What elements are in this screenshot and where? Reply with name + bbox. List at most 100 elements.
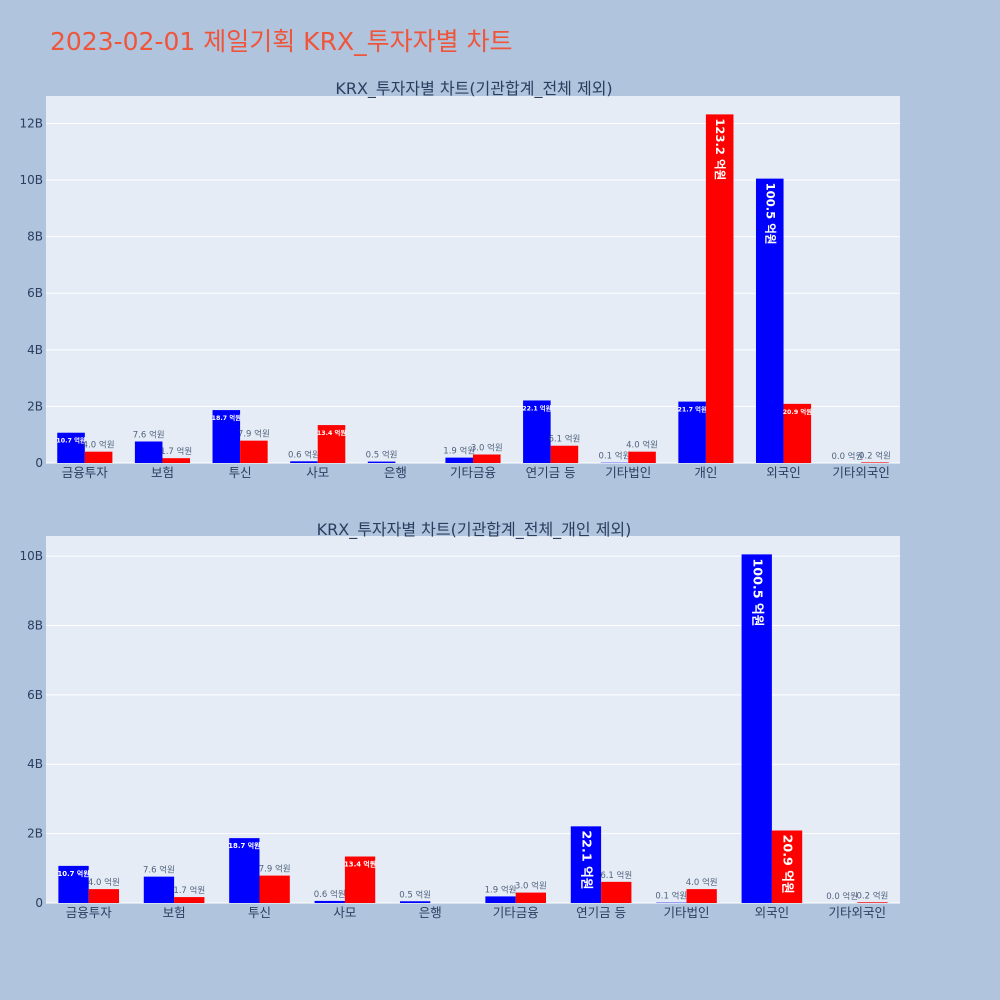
bar-buy	[523, 400, 551, 463]
bar-value-label: 3.0 억원	[471, 443, 503, 454]
bar-buy	[143, 876, 175, 903]
bar-sell	[686, 889, 717, 903]
y-tick-label: 10B	[19, 549, 43, 563]
y-tick-label: 10B	[19, 173, 43, 187]
bar-value-label: 100.5 억원	[749, 558, 764, 626]
y-tick-label: 6B	[27, 286, 43, 300]
bar-buy	[678, 401, 706, 463]
bar-value-label: 22.1 억원	[522, 403, 551, 412]
bar-sell	[317, 425, 346, 463]
bar-buy	[755, 178, 784, 463]
bar-sell	[550, 445, 579, 463]
bar-value-label: 1.9 억원	[485, 884, 517, 895]
x-tick-label: 외국인	[755, 905, 790, 920]
bar-value-label: 0.5 억원	[366, 450, 398, 461]
bar-value-label: 7.6 억원	[133, 429, 165, 440]
x-tick-label: 투신	[248, 905, 271, 920]
bar-value-label: 20.9 억원	[783, 407, 812, 416]
bar-buy	[134, 441, 163, 463]
x-tick-label: 연기금 등	[526, 465, 576, 480]
bar-value-label: 3.0 억원	[515, 881, 547, 892]
y-tick-label: 0	[35, 456, 43, 470]
bar-sell	[162, 458, 191, 463]
bar-value-label: 10.7 억원	[56, 436, 85, 445]
bar-sell	[240, 440, 268, 463]
y-tick-label: 4B	[27, 757, 43, 771]
bar-sell	[259, 875, 290, 903]
bar-buy	[58, 865, 89, 903]
y-tick-label: 0	[35, 896, 43, 910]
bar-value-label: 0.2 억원	[857, 890, 889, 901]
bar-value-label: 18.7 억원	[212, 413, 241, 422]
x-tick-label: 보험	[151, 465, 174, 480]
bar-value-label: 7.6 억원	[143, 865, 175, 876]
x-tick-label: 기타금융	[493, 905, 539, 920]
bar-value-label: 20.9 억원	[780, 835, 795, 894]
bar-value-label: 10.7 억원	[57, 869, 89, 878]
bar-value-label: 1.9 억원	[443, 446, 475, 457]
x-tick-label: 사모	[306, 465, 329, 480]
bar-value-label: 21.7 억원	[678, 405, 707, 414]
bar-value-label: 22.1 억원	[578, 830, 593, 889]
bar-buy	[445, 457, 473, 463]
bar-value-label: 4.0 억원	[686, 877, 718, 888]
bar-value-label: 7.9 억원	[259, 864, 291, 875]
y-tick-label: 8B	[27, 230, 43, 244]
y-tick-label: 8B	[27, 618, 43, 632]
bar-buy	[485, 896, 516, 903]
x-tick-label: 기타외국인	[829, 905, 887, 920]
bar-buy	[57, 432, 85, 463]
bar-sell	[857, 902, 888, 903]
bar-value-label: 0.0 억원	[831, 451, 863, 462]
bar-buy	[212, 410, 241, 463]
x-tick-label: 기타금융	[450, 465, 496, 480]
bar-value-label: 100.5 억원	[763, 183, 777, 245]
bar-value-label: 0.6 억원	[288, 449, 320, 460]
bar-value-label: 7.9 억원	[238, 429, 270, 440]
bar-value-label: 0.1 억원	[599, 451, 631, 462]
chart-financial-investor: 0 2B 4B 6B 8B 10B 12B KRX_투자자별 차트(기관합계_전체 제외) 금융…	[19, 79, 900, 480]
bar-sell	[861, 462, 889, 463]
bar-value-label: 0.0 억원	[826, 891, 858, 902]
bar-buy	[399, 901, 431, 903]
bar-value-label: 4.0 억원	[626, 440, 658, 451]
bar-value-label: 1.7 억원	[160, 446, 192, 457]
bar-sell	[84, 451, 113, 463]
bar-value-label: 123.2 억원	[713, 118, 727, 180]
bar-buy	[290, 461, 318, 463]
x-tick-label: 보험	[163, 905, 186, 920]
x-tick-label: 기타법인	[605, 465, 651, 480]
bar-value-label: 18.7 억원	[228, 841, 260, 850]
bar-sell	[771, 830, 803, 903]
x-tick-label: 금융투자	[66, 905, 113, 920]
x-tick-label: 연기금 등	[576, 905, 626, 920]
x-tick-label: 사모	[333, 905, 356, 920]
bar-buy	[367, 461, 396, 463]
x-tick-label: 개인	[694, 465, 717, 480]
x-tick-label: 외국인	[766, 465, 801, 480]
bar-buy	[741, 554, 772, 903]
bar-value-label: 1.7 억원	[173, 885, 205, 896]
bar-value-label: 13.4 억원	[317, 428, 346, 437]
bar-sell	[601, 881, 632, 903]
bar-value-label: 6.1 억원	[548, 434, 580, 445]
bar-value-label: 6.1 억원	[600, 870, 632, 881]
x-tick-label: 투신	[229, 465, 252, 480]
y-tick-label: 12B	[19, 116, 43, 130]
y-tick-label: 6B	[27, 688, 43, 702]
page-title: 2023-02-01 제일기획 KRX_투자자별 차트	[50, 27, 513, 56]
x-tick-label: 은행	[384, 465, 407, 480]
bar-buy	[314, 900, 345, 903]
x-tick-label: 금융투자	[62, 465, 109, 480]
x-tick-label: 은행	[419, 905, 442, 920]
x-tick-label: 기타외국인	[832, 465, 890, 480]
bar-value-label: 0.2 억원	[859, 450, 891, 461]
bar-buy	[570, 826, 602, 903]
bar-sell	[344, 856, 376, 903]
chart-title: KRX_투자자별 차트(기관합계_전체_개인 제외)	[317, 520, 632, 540]
bar-sell	[174, 897, 205, 903]
bar-sell	[705, 114, 734, 463]
x-tick-label: 기타법인	[663, 905, 709, 920]
bar-sell	[783, 403, 812, 463]
